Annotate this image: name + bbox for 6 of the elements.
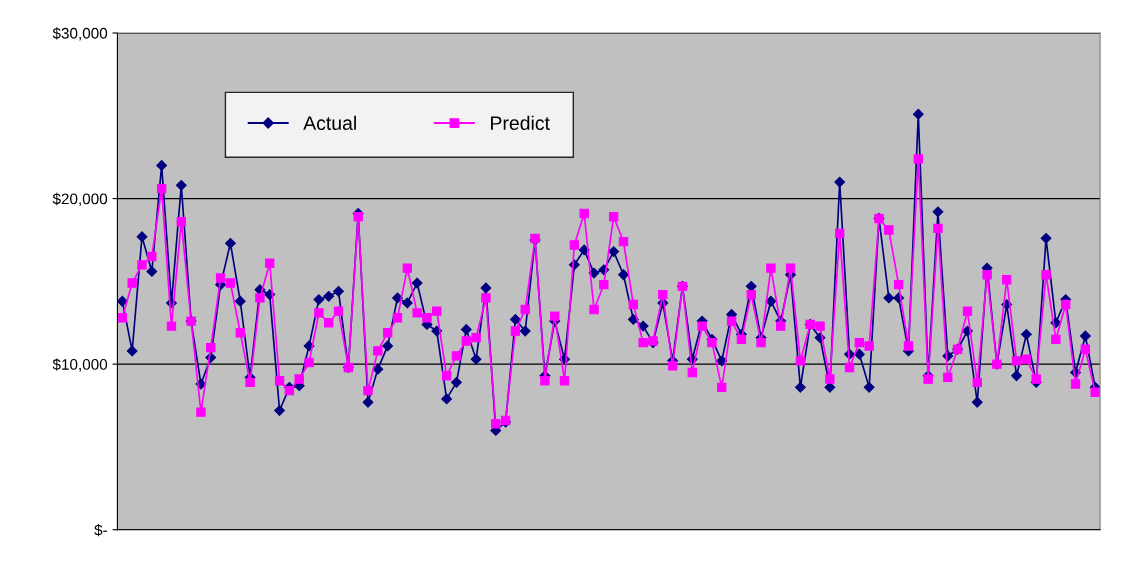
y-tick-label: $20,000 xyxy=(52,192,108,207)
y-tick-label: $10,000 xyxy=(52,358,108,372)
legend-label: Predict xyxy=(491,115,550,131)
y-tick-label: $- xyxy=(94,523,108,537)
y-tick-label: $30,000 xyxy=(52,27,108,41)
legend-label: Actual xyxy=(303,115,356,131)
